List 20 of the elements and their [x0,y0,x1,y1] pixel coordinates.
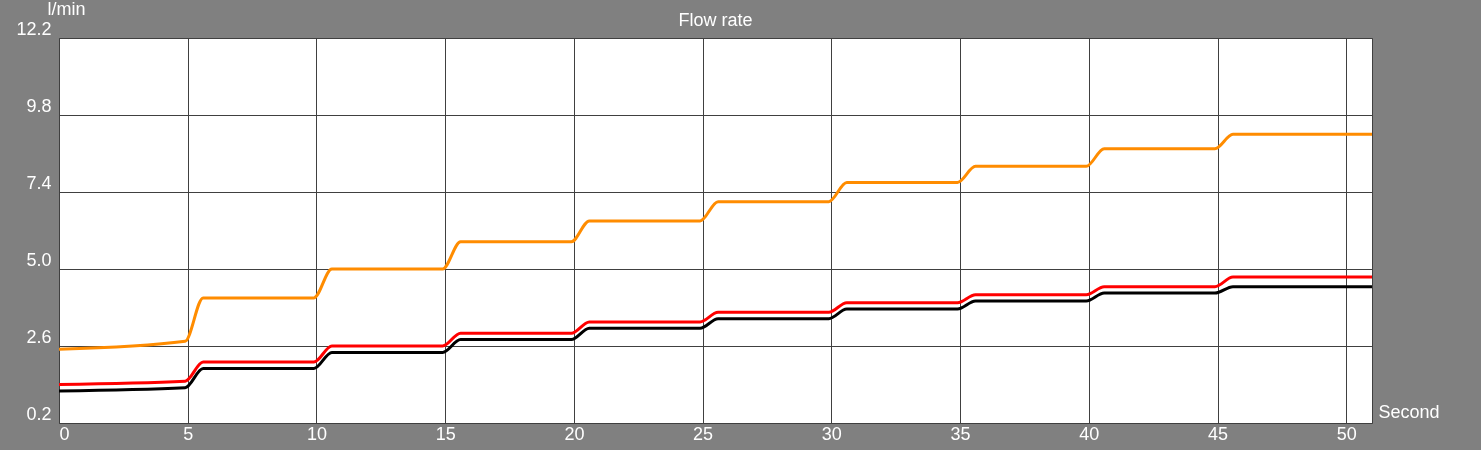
x-tick-label: 30 [821,423,842,444]
y-tick-label: 5.0 [26,249,52,270]
x-tick-label: 10 [306,423,327,444]
y-tick-label: 7.4 [26,172,52,193]
x-tick-label: 35 [950,423,971,444]
x-tick-label: 45 [1208,423,1229,444]
x-tick-label: 5 [183,423,194,444]
y-tick-label: 2.6 [26,326,52,347]
y-axis-title: l/min [47,0,86,19]
x-axis-title: Second [1378,401,1440,422]
x-tick-label: 20 [564,423,585,444]
x-tick-label: 40 [1079,423,1100,444]
y-tick-label: 0.2 [26,403,52,424]
x-tick-label: 50 [1336,423,1357,444]
chart-title: Flow rate [678,10,753,30]
x-tick-label: 25 [693,423,714,444]
x-tick-label: 0 [59,423,70,444]
y-tick-label: 12.2 [16,18,52,39]
x-tick-label: 15 [435,423,456,444]
y-tick-label: 9.8 [26,95,52,116]
